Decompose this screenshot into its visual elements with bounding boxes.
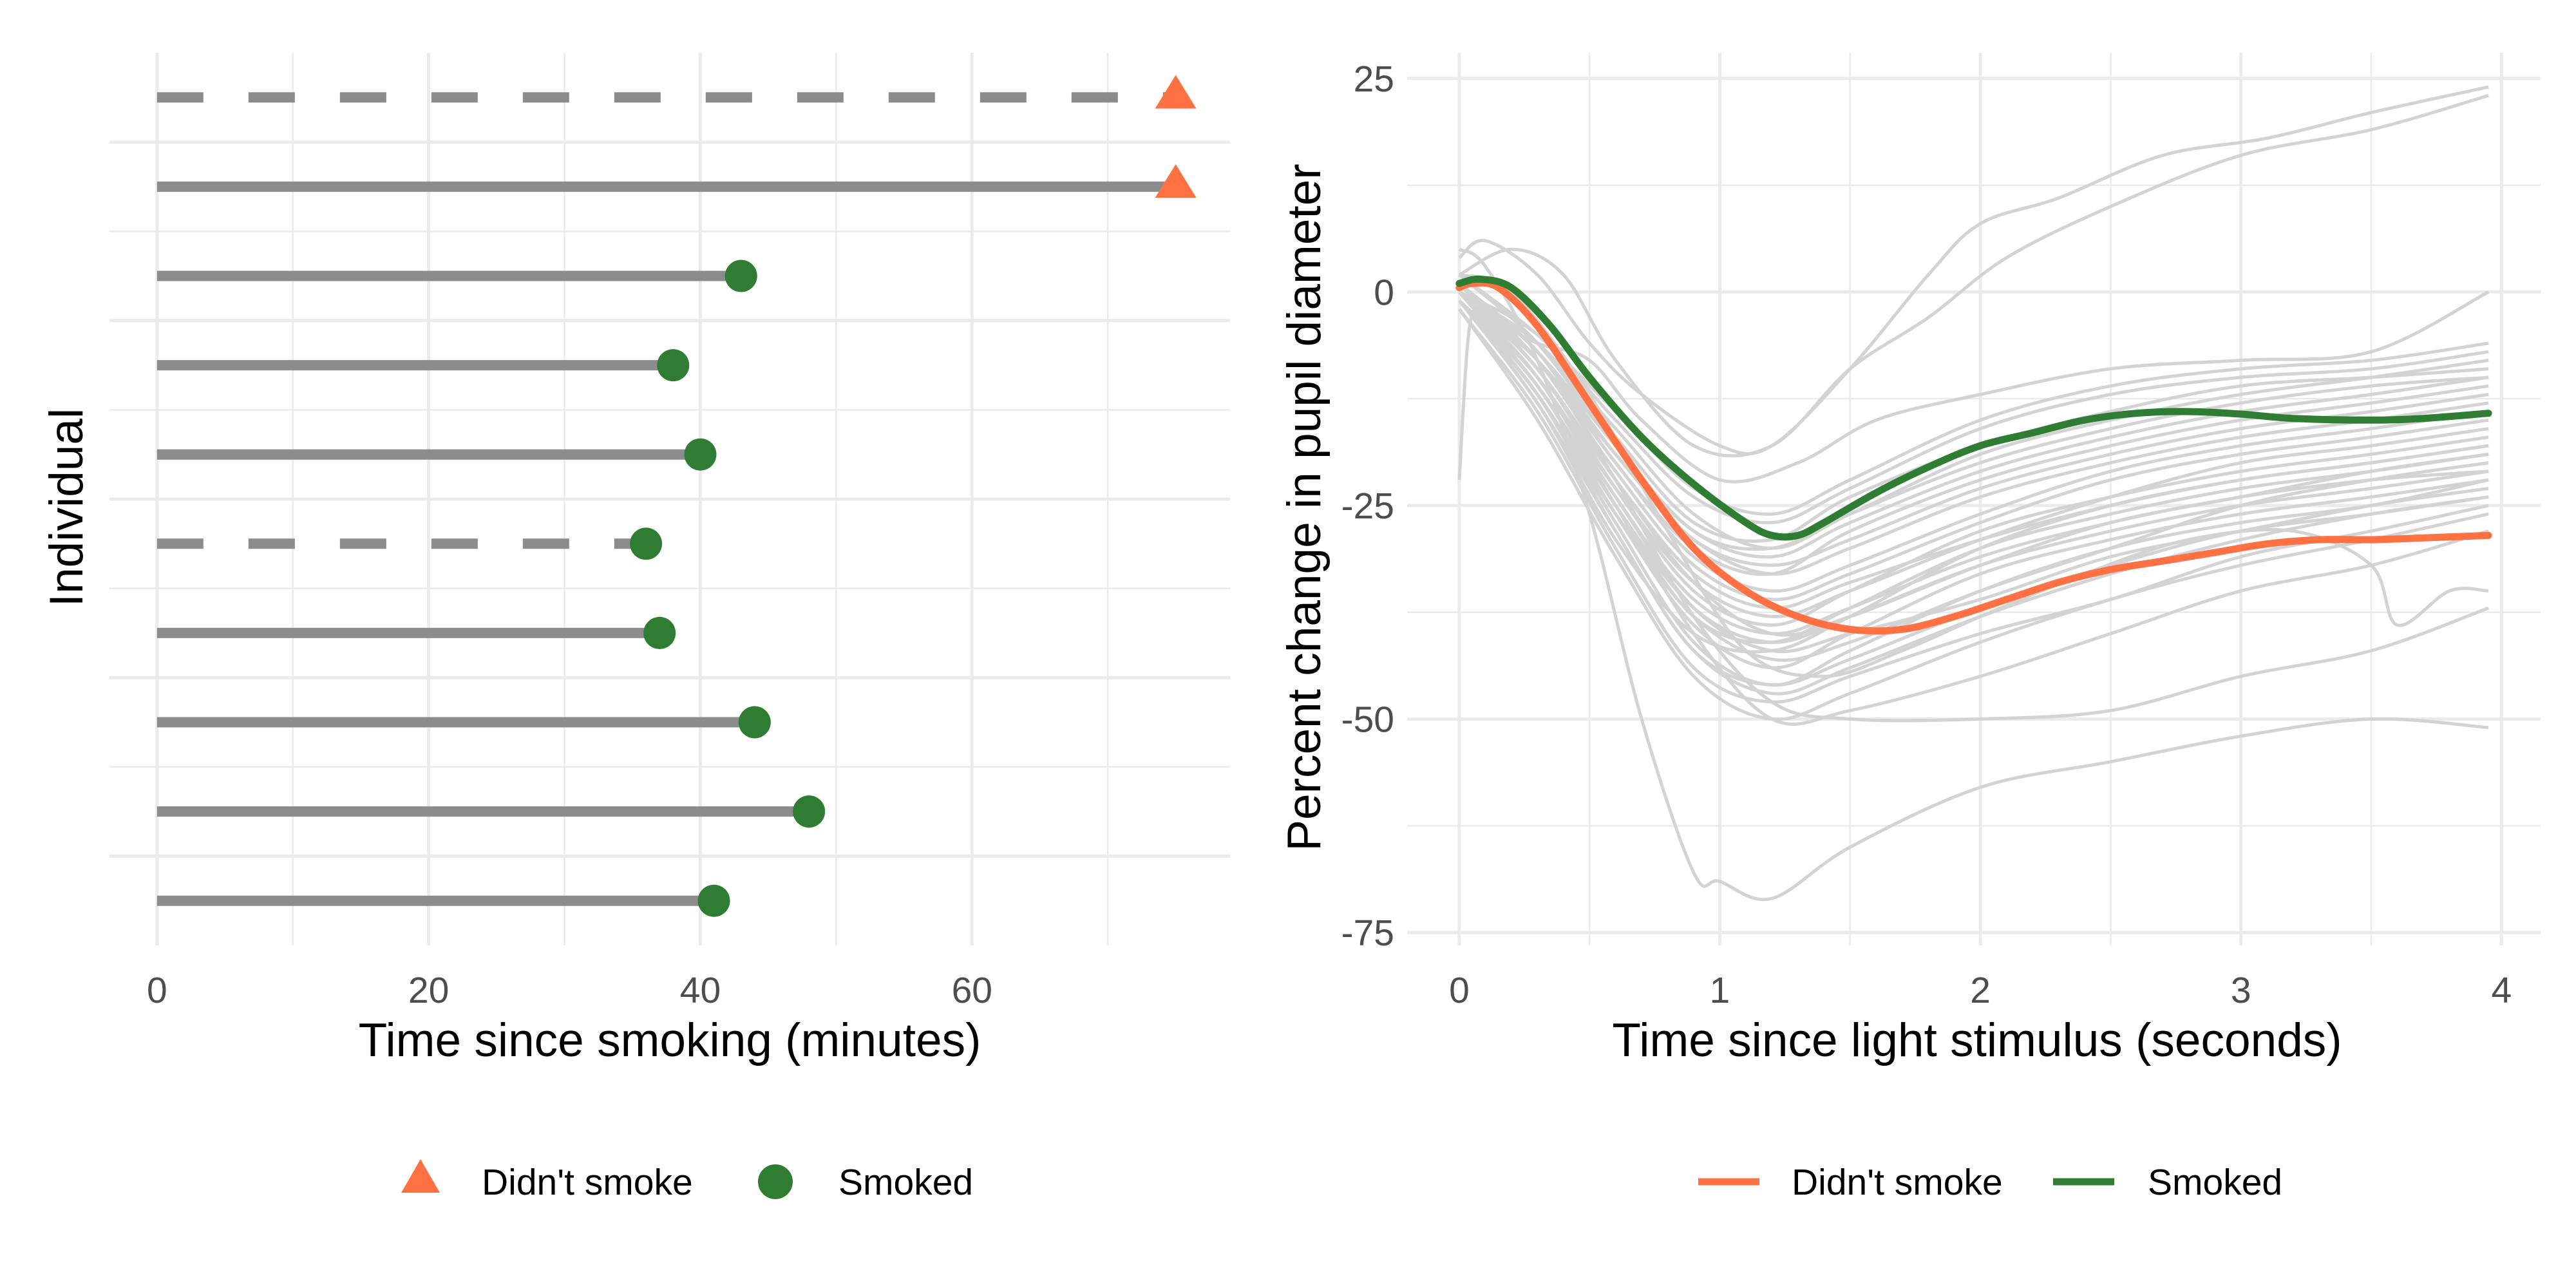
didnt-smoke-triangle-marker: [1155, 164, 1197, 198]
individual-pupil-curve: [1457, 308, 2489, 721]
smoked-circle-marker: [738, 706, 771, 739]
individual-pupil-curve: [1458, 290, 2489, 618]
smoked-circle-marker: [657, 349, 690, 382]
individual-pupil-curve: [1458, 299, 2489, 644]
x-tick-label: 60: [952, 970, 992, 1011]
lollipop-panel: 0 20 40 60 Time since smoking (minutes) Ind…: [41, 53, 1230, 1203]
x-tick-label: 3: [2231, 970, 2251, 1011]
individual-pupil-curve: [1458, 290, 2489, 525]
smoked-circle-marker: [724, 260, 757, 292]
individual-pupil-curve: [1458, 93, 2489, 458]
lollipop-legend: Didn't smoke Smoked: [401, 1159, 973, 1203]
didnt-smoke-triangle-marker: [1155, 75, 1197, 109]
x-tick-label: 0: [147, 970, 167, 1011]
x-tick-label: 1: [1710, 970, 1730, 1011]
individual-pupil-curve: [1458, 85, 2489, 456]
pupil-line-panel: 0 1 2 3 4 25 0 -25 -50 -75 Time since light stimu…: [1278, 53, 2541, 1203]
smoked-circle-marker: [684, 438, 717, 471]
smoked-circle-marker: [630, 527, 663, 560]
individual-pupil-curve: [1458, 282, 2489, 723]
legend-label-smoked-line: Smoked: [2148, 1162, 2282, 1203]
smoked-circle-marker: [793, 795, 826, 828]
pupil-x-axis-title: Time since light stimulus (seconds): [1612, 1014, 2342, 1066]
pupil-y-axis-title: Percent change in pupil diameter: [1278, 164, 1331, 851]
pupil-mean-curves: [1455, 275, 2492, 635]
x-tick-label: 40: [680, 970, 721, 1011]
x-tick-label: 0: [1449, 970, 1470, 1011]
y-tick-label: -75: [1341, 913, 1394, 954]
x-tick-label: 20: [408, 970, 449, 1011]
legend-label-didnt-smoke-line: Didn't smoke: [1792, 1162, 2003, 1203]
mean-curve-didn-t-smoke: [1455, 279, 2492, 635]
x-tick-label: 2: [1970, 970, 1991, 1011]
individual-pupil-curve: [1458, 282, 2489, 551]
legend-label-didnt-smoke: Didn't smoke: [482, 1162, 693, 1203]
y-tick-label: 25: [1354, 59, 1394, 100]
individual-pupil-curve: [1458, 282, 2489, 593]
individual-pupil-curve: [1457, 299, 2489, 687]
smoked-circle-marker: [643, 616, 676, 649]
lollipop-x-tick-labels: 0 20 40 60: [147, 970, 992, 1011]
individual-pupil-curve: [1458, 282, 2489, 610]
y-tick-label: -50: [1341, 699, 1394, 741]
individual-pupil-curve: [1458, 290, 2489, 726]
lollipop-gridlines: [109, 53, 1230, 945]
individual-pupil-curve: [1458, 299, 2489, 636]
smoked-circle-marker: [697, 884, 730, 917]
pupil-legend: Didn't smoke Smoked: [1698, 1162, 2282, 1203]
pupil-tick-labels: 0 1 2 3 4 25 0 -25 -50 -75: [1341, 59, 2512, 1011]
individual-pupil-curve: [1458, 282, 2489, 601]
y-tick-label: 0: [1374, 272, 1394, 313]
legend-circle-smoked: [758, 1164, 793, 1199]
lollipop-x-axis-title: Time since smoking (minutes): [359, 1014, 981, 1066]
individual-pupil-curve: [1458, 273, 2489, 516]
x-tick-label: 4: [2491, 970, 2512, 1011]
legend-label-smoked: Smoked: [838, 1162, 973, 1203]
legend-triangle-didnt-smoke: [401, 1159, 440, 1193]
lollipop-y-axis-title: Individual: [41, 408, 93, 607]
lollipop-marks: [156, 75, 1197, 917]
individual-pupil-curve: [1457, 299, 2489, 662]
mean-curve-smoked: [1455, 275, 2492, 541]
individual-pupil-curve: [1457, 308, 2489, 704]
y-tick-label: -25: [1341, 486, 1394, 527]
individual-pupil-curve: [1457, 299, 2489, 687]
pupil-individual-curves: [1457, 85, 2490, 902]
